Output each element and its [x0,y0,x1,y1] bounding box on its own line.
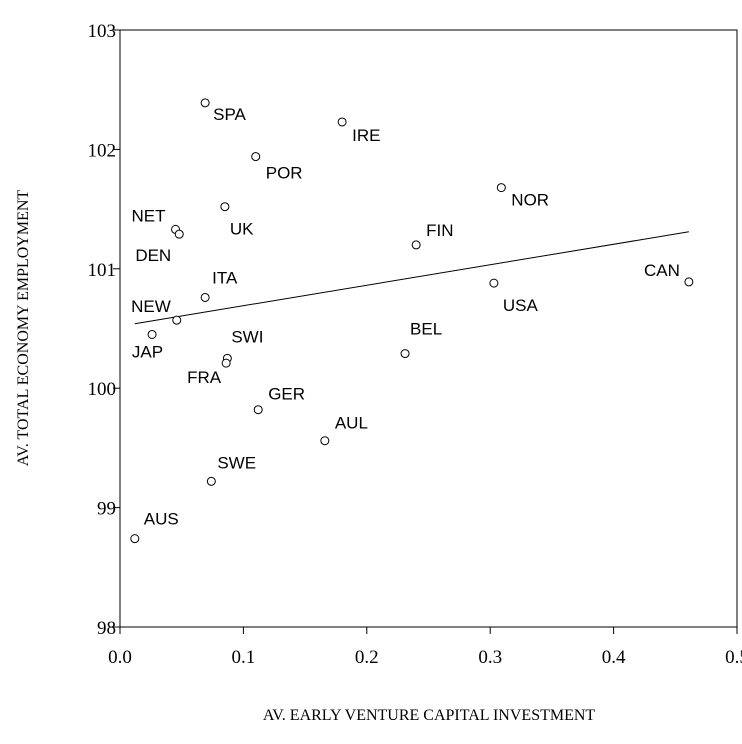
point-label-aul: AUL [335,414,368,433]
data-point-ger [253,405,263,415]
point-label-swi: SWI [231,327,263,346]
point-label-ire: IRE [352,126,380,145]
x-tick-label: 0.4 [602,647,626,668]
data-point-aus [130,534,140,544]
data-point-nor [496,183,506,193]
data-point-fin [411,240,421,250]
point-label-swe: SWE [217,453,256,472]
point-label-spa: SPA [213,105,246,124]
point-label-usa: USA [503,296,539,315]
data-point-aul [320,436,330,446]
point-label-fra: FRA [187,368,222,387]
data-point-usa [489,278,499,288]
y-tick-label: 98 [97,618,116,639]
point-label-aus: AUS [144,510,179,529]
data-point-por [251,152,261,162]
point-label-nor: NOR [511,191,549,210]
point-label-net: NET [132,206,166,225]
x-tick-label: 0.5 [725,647,742,668]
plot-frame [119,29,738,628]
data-point-new [172,315,182,325]
axis-ticks [113,29,738,634]
data-point-spa [200,98,210,108]
point-label-den: DEN [135,246,171,265]
point-label-ita: ITA [212,268,238,287]
point-label-uk: UK [230,220,254,239]
data-point-uk [220,202,230,212]
point-label-ger: GER [268,385,305,404]
y-tick-label: 103 [88,21,117,42]
point-label-can: CAN [644,261,680,280]
y-tick-label: 102 [88,140,117,161]
point-label-fin: FIN [426,221,453,240]
x-tick-label: 0.3 [478,647,502,668]
data-point-den [174,229,184,239]
x-tick-label: 0.1 [232,647,256,668]
trend-line [134,231,689,325]
point-label-new: NEW [131,297,171,316]
y-tick-label: 101 [88,260,117,281]
point-label-jap: JAP [132,342,163,361]
y-tick-label: 100 [88,379,117,400]
y-tick-label: 99 [97,499,116,520]
y-axis-title: AV. TOTAL ECONOMY EMPLOYMENT [15,190,32,467]
x-tick-label: 0.2 [355,647,379,668]
point-labels: SPA IRE POR NOR UK NET DEN FIN CAN USA ITA NEW JAP BE… [131,105,680,529]
data-point-swe [206,476,216,486]
data-point-bel [400,349,410,359]
data-points [130,98,694,544]
axis-tick-labels: 0.0 0.1 0.2 0.3 0.4 0.5 98 99 100 101 102 103 [88,21,742,668]
point-label-bel: BEL [410,320,442,339]
data-point-ire [337,117,347,127]
point-label-por: POR [266,164,303,183]
x-tick-label: 0.0 [108,647,132,668]
data-point-jap [147,329,157,339]
data-point-can [684,277,694,287]
data-point-ita [200,292,210,302]
data-point-fra [221,358,231,368]
x-axis-title: AV. EARLY VENTURE CAPITAL INVESTMENT [263,707,596,724]
